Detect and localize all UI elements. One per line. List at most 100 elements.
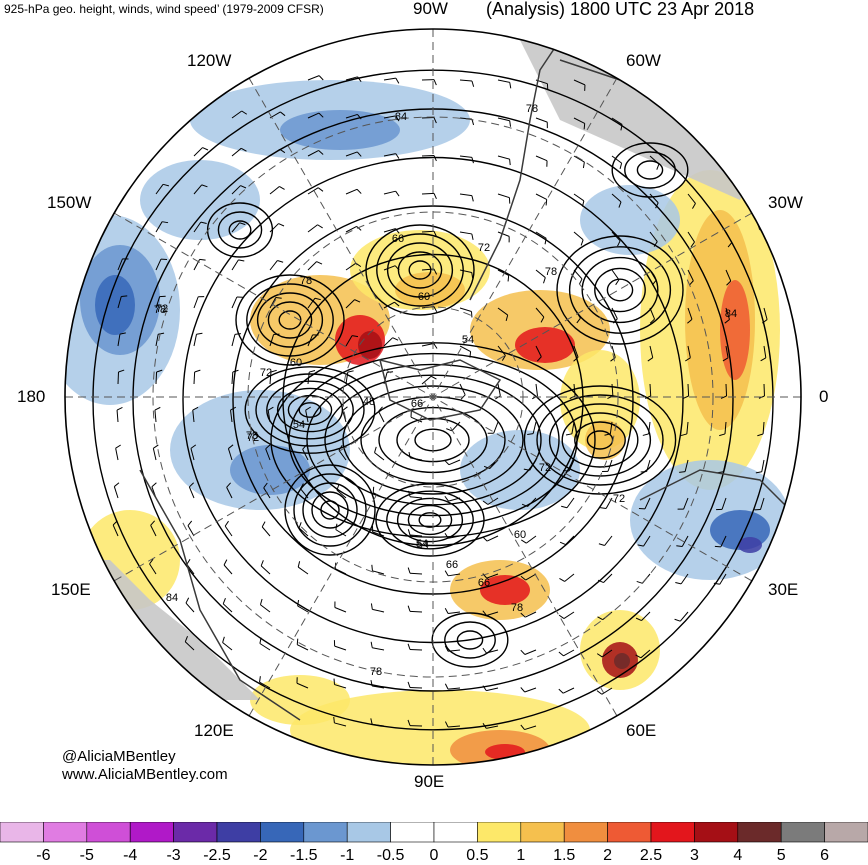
lon-label-150e: 150E — [51, 580, 91, 599]
wind-barb — [421, 79, 437, 86]
height-contour — [320, 500, 340, 520]
lon-label-30e: 30E — [768, 580, 799, 599]
wind-barb — [459, 345, 472, 358]
wind-barb — [269, 260, 284, 271]
colorbar-tick-label: 0.5 — [466, 847, 488, 864]
wind-barb — [231, 147, 247, 157]
wind-barb — [260, 560, 271, 575]
contour-label: 78 — [300, 275, 312, 287]
height-contour — [556, 235, 684, 345]
wind-barb — [261, 521, 271, 537]
wind-barb — [231, 222, 246, 233]
wind-barb — [685, 345, 691, 362]
wind-barb — [724, 307, 730, 324]
wind-barb — [222, 636, 233, 651]
wind-barb — [269, 223, 285, 233]
colorbar-swatch — [129, 822, 174, 843]
wind-barb — [716, 497, 727, 511]
wind-barb — [497, 345, 506, 361]
wind-barb — [482, 573, 499, 579]
wind-barb — [497, 155, 511, 166]
wind-barb — [421, 268, 438, 275]
wind-barb — [635, 611, 651, 621]
colorbar-tick-label: 2.5 — [640, 847, 662, 864]
colorbar-swatch — [216, 822, 261, 843]
wind-barb — [370, 718, 385, 727]
wind-barb — [338, 444, 347, 461]
lon-label-60e: 60E — [626, 721, 657, 740]
colorbar: -6 -5 -4 -3 -2.5 -2 -1.5 -1 -0.5 0 0.5 1 1.5 2 2.5 3 4 5 6 — [0, 822, 868, 864]
height-contour — [574, 421, 626, 459]
credit-twitter: @AliciaMBentley — [62, 748, 176, 765]
wind-barb — [307, 369, 316, 385]
wind-barb — [336, 484, 347, 499]
colorbar-tick-label: -5 — [80, 847, 94, 864]
wind-barb — [307, 297, 321, 309]
wind-barb — [565, 421, 575, 436]
wind-barb — [421, 375, 437, 385]
wind-barb — [307, 224, 323, 233]
wind-barb — [482, 610, 499, 616]
wind-barb — [307, 150, 324, 157]
wind-anomaly-shading — [65, 80, 790, 765]
height-contour — [397, 251, 443, 289]
wind-barb — [602, 459, 613, 473]
colorbar-tick-label: 0 — [430, 847, 439, 864]
wind-barb — [535, 307, 545, 323]
wind-barb — [155, 369, 163, 385]
height-contour — [523, 385, 677, 495]
wind-barb — [117, 295, 128, 309]
wind-barb — [755, 459, 765, 474]
wind-barb — [224, 520, 233, 537]
wind-barb — [155, 183, 170, 195]
wind-barb — [497, 269, 510, 282]
height-contour — [418, 512, 442, 528]
wind-barb — [371, 525, 385, 537]
wind-barb — [520, 687, 537, 693]
wind-barb — [259, 637, 271, 651]
wind-barb — [333, 640, 347, 651]
height-contour — [266, 380, 354, 440]
height-contour — [244, 366, 376, 454]
colorbar-swatch — [650, 822, 695, 843]
wind-barb — [649, 269, 657, 286]
wind-barb — [193, 296, 205, 309]
wind-barb — [520, 573, 537, 581]
wind-barb — [345, 335, 359, 347]
wind-barb — [378, 406, 385, 423]
wind-barb — [459, 231, 474, 240]
height-contour — [594, 267, 646, 313]
wind-barb — [374, 446, 385, 461]
wind-barb — [407, 529, 423, 537]
height-contour — [386, 490, 474, 550]
wind-barb — [642, 421, 651, 436]
wind-barb — [535, 117, 548, 129]
contour-label: 60 — [290, 357, 302, 369]
lon-label-150w: 150W — [47, 193, 92, 212]
wind-barb — [383, 301, 400, 309]
wind-barb — [231, 296, 243, 309]
wind-barb — [487, 421, 499, 434]
contour-label: 60 — [514, 529, 526, 541]
wind-barb — [760, 345, 767, 362]
colorbar-tick-label: -4 — [123, 847, 137, 864]
contour-label: 72 — [247, 432, 259, 444]
colorbar-tick-label: -3 — [166, 847, 180, 864]
wind-barb — [193, 184, 208, 195]
wind-barb — [459, 155, 474, 164]
wind-barb — [383, 77, 400, 84]
height-contour — [287, 394, 333, 426]
coastline-asia — [139, 469, 301, 721]
wind-barb — [226, 482, 233, 499]
greenland-land — [520, 40, 760, 200]
wind-barb — [754, 497, 765, 511]
wind-barb — [421, 154, 437, 162]
wind-barb — [482, 685, 499, 692]
height-contour — [581, 256, 659, 324]
wind-barb — [497, 307, 509, 322]
colorbar-tick-label: 6 — [820, 847, 829, 864]
colorbar-swatch — [43, 822, 88, 843]
wind-barb — [680, 421, 689, 437]
wind-barb — [296, 677, 309, 689]
